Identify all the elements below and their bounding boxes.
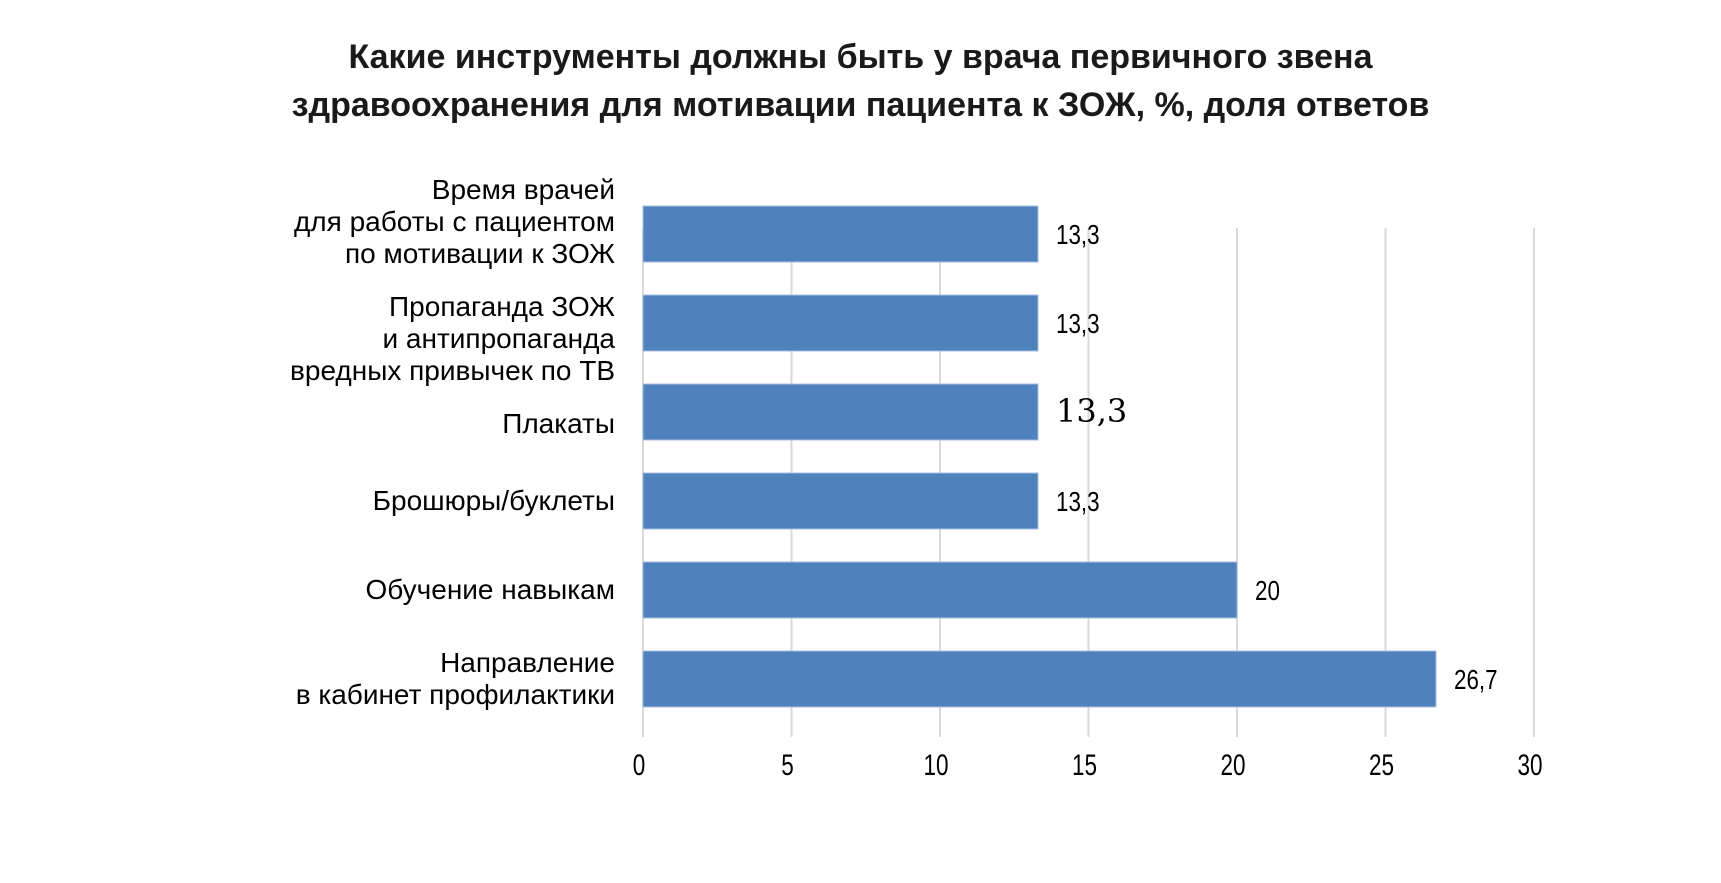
x-tick-label: 5	[781, 748, 794, 782]
category-label-line: Направление	[440, 647, 615, 678]
category-label: Обучение навыкам	[365, 574, 615, 606]
category-label-line: вредных привычек по ТВ	[290, 355, 615, 386]
bar	[642, 294, 1039, 352]
category-label-line: Время врачей	[431, 174, 615, 205]
category-label: Плакаты	[502, 408, 615, 440]
category-label-line: Брошюры/буклеты	[372, 485, 615, 516]
x-tick-label: 20	[1220, 748, 1245, 782]
x-tick-label: 25	[1369, 748, 1394, 782]
x-tick-label: 10	[923, 748, 948, 782]
category-label-line: и антипропаганда	[382, 323, 615, 354]
category-label-line: Плакаты	[502, 408, 615, 439]
category-label: Направление в кабинет профилактики	[296, 647, 615, 711]
bar	[642, 650, 1437, 708]
x-tick-label: 30	[1517, 748, 1542, 782]
category-label: Брошюры/буклеты	[373, 485, 615, 517]
category-label-line: для работы с пациентом	[293, 206, 615, 237]
bar	[642, 383, 1039, 441]
data-label: 20	[1255, 576, 1280, 607]
x-tick-label: 0	[633, 748, 646, 782]
bar	[642, 561, 1238, 619]
bar	[642, 472, 1039, 530]
category-label: Пропаганда ЗОЖ и антипропаганда вредных пр…	[290, 291, 615, 387]
data-label: 13,3	[1056, 309, 1100, 340]
chart-title-line-2: здравоохранения для мотивации пациента к…	[291, 86, 1430, 124]
data-label: 13,3	[1056, 487, 1100, 518]
x-tick-label: 15	[1072, 748, 1097, 782]
category-label-line: Обучение навыкам	[365, 574, 615, 605]
category-label-line: в кабинет профилактики	[295, 679, 615, 710]
category-label-line: по мотивации к ЗОЖ	[344, 238, 615, 269]
data-label: 13,3	[1056, 220, 1100, 251]
chart-title-line-1: Какие инструменты должны быть у врача пе…	[348, 38, 1373, 76]
data-label: 26,7	[1454, 665, 1498, 696]
data-label: 13,3	[1056, 392, 1127, 430]
category-label-line: Пропаганда ЗОЖ	[389, 291, 615, 322]
bar	[642, 205, 1039, 263]
category-label: Время врачей для работы с пациентом по мот…	[294, 174, 615, 270]
